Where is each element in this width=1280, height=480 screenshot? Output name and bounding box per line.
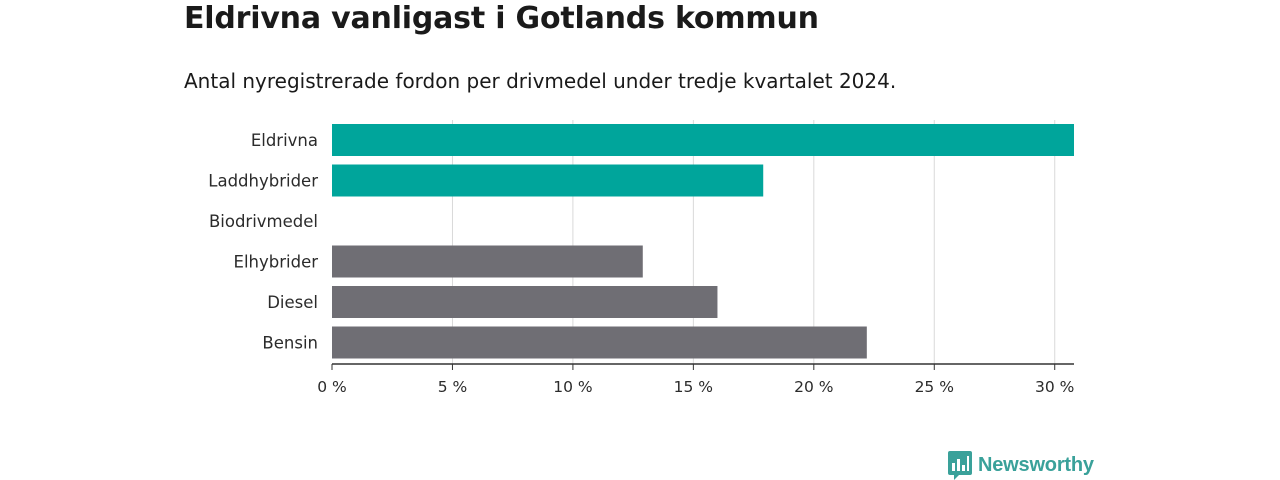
category-label: Biodrivmedel — [209, 212, 318, 231]
brand-name: Newsworthy — [978, 454, 1094, 476]
category-label: Bensin — [262, 334, 318, 353]
category-label: Elhybrider — [234, 253, 319, 272]
x-tick-label: 15 % — [674, 378, 713, 396]
bar — [332, 326, 867, 359]
newsworthy-brand: Newsworthy — [948, 451, 1094, 480]
bar — [332, 286, 718, 318]
newsworthy-logo-icon — [948, 451, 972, 480]
x-tick-label: 10 % — [553, 378, 592, 396]
chart-title: Eldrivna vanligast i Gotlands kommun — [184, 1, 819, 36]
bar — [332, 124, 1074, 156]
category-label: Laddhybrider — [208, 172, 318, 191]
x-tick-label: 0 % — [317, 378, 347, 396]
category-label: Eldrivna — [251, 131, 318, 150]
x-tick-label: 20 % — [794, 378, 833, 396]
x-tick-label: 25 % — [915, 378, 954, 396]
chart-subtitle: Antal nyregistrerade fordon per drivmede… — [184, 69, 897, 93]
bar — [332, 245, 643, 278]
bar — [332, 164, 764, 197]
category-label: Diesel — [267, 293, 318, 312]
x-tick-label: 30 % — [1035, 378, 1074, 396]
x-tick-label: 5 % — [438, 378, 468, 396]
